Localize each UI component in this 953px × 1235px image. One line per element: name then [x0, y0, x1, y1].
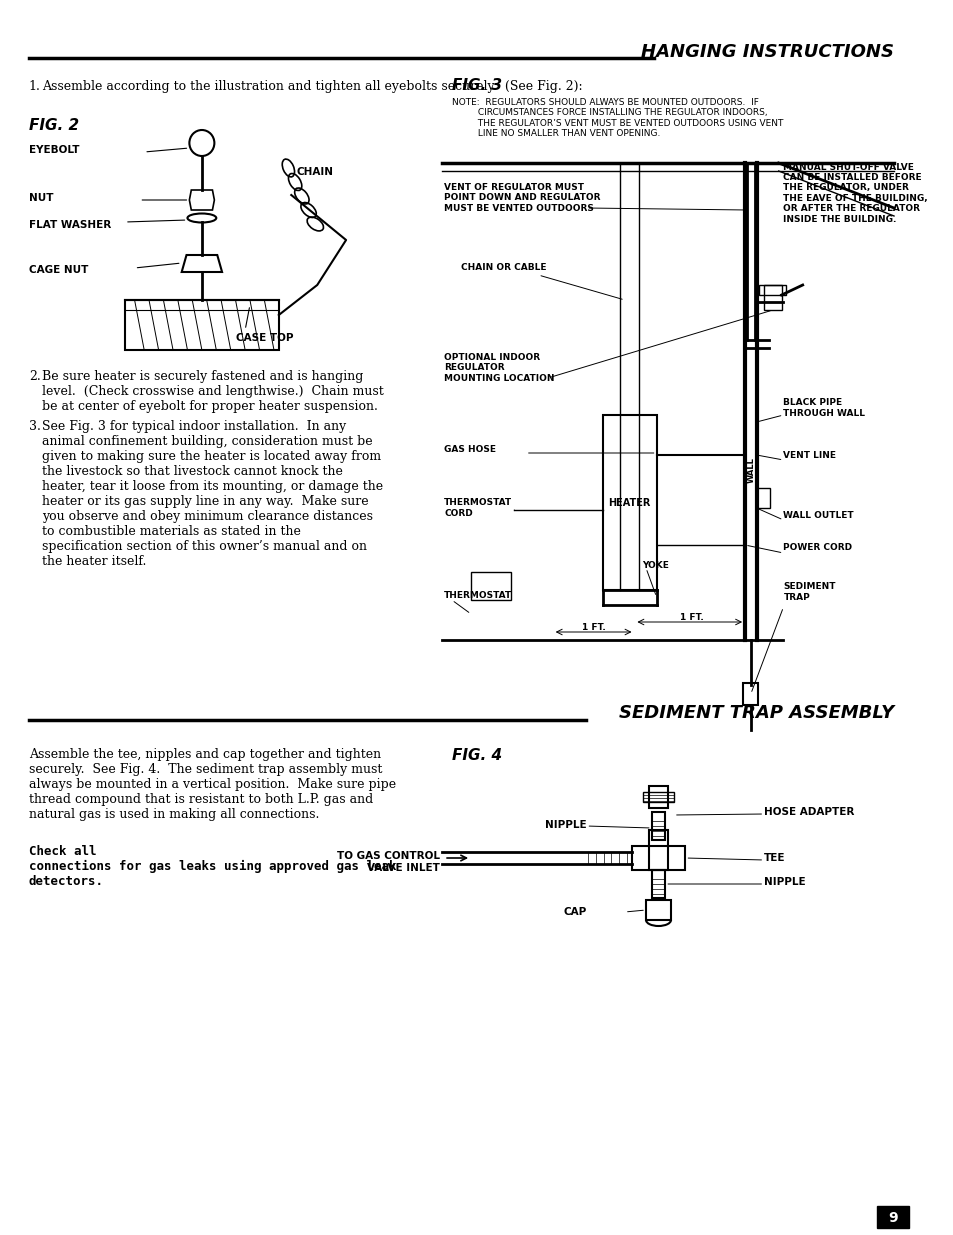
Bar: [756, 488, 769, 508]
Bar: [759, 285, 785, 295]
Text: VENT LINE: VENT LINE: [782, 451, 836, 459]
Text: CAGE NUT: CAGE NUT: [29, 266, 88, 275]
Text: FIG. 4: FIG. 4: [452, 748, 501, 763]
Text: SEDIMENT TRAP ASSEMBLY: SEDIMENT TRAP ASSEMBLY: [618, 704, 893, 722]
Text: HEATER: HEATER: [608, 498, 650, 508]
Text: VENT OF REGULATOR MUST
POINT DOWN AND REGULATOR
MUST BE VENTED OUTDOORS: VENT OF REGULATOR MUST POINT DOWN AND RE…: [444, 183, 600, 212]
Text: 9: 9: [887, 1212, 897, 1225]
Text: Be sure heater is securely fastened and is hanging
level.  (Check crosswise and : Be sure heater is securely fastened and …: [42, 370, 384, 412]
Bar: [651, 869, 664, 898]
Text: CASE TOP: CASE TOP: [235, 333, 293, 343]
Text: BLACK PIPE
THROUGH WALL: BLACK PIPE THROUGH WALL: [782, 399, 864, 417]
Text: TO GAS CONTROL
VALVE INLET: TO GAS CONTROL VALVE INLET: [337, 851, 440, 873]
Text: Assemble according to the illustration and tighten all eyebolts securely.  (See : Assemble according to the illustration a…: [42, 80, 582, 93]
Bar: [471, 572, 511, 600]
Bar: [642, 792, 673, 802]
Text: Check all
connections for gas leaks using approved gas leak
detectors.: Check all connections for gas leaks usin…: [29, 845, 395, 888]
Bar: [763, 285, 781, 310]
Text: 1.: 1.: [29, 80, 41, 93]
Text: 3.: 3.: [29, 420, 41, 433]
Text: TEE: TEE: [763, 853, 785, 863]
Text: HOSE ADAPTER: HOSE ADAPTER: [763, 806, 854, 818]
Text: NIPPLE: NIPPLE: [763, 877, 805, 887]
Text: MANUAL SHUT-OFF VALVE
CAN BE INSTALLED BEFORE
THE REGULATOR, UNDER
THE EAVE OF T: MANUAL SHUT-OFF VALVE CAN BE INSTALLED B…: [782, 163, 927, 224]
Text: GAS HOSE: GAS HOSE: [444, 446, 496, 454]
Text: CHAIN OR CABLE: CHAIN OR CABLE: [461, 263, 546, 273]
Text: Assemble the tee, nipples and cap together and tighten
securely.  See Fig. 4.  T: Assemble the tee, nipples and cap togeth…: [29, 748, 395, 821]
Bar: [631, 846, 684, 869]
Text: FLAT WASHER: FLAT WASHER: [29, 220, 111, 230]
Bar: [602, 415, 656, 590]
Text: FIG. 2: FIG. 2: [29, 119, 79, 133]
Bar: [876, 1207, 908, 1228]
Text: YOKE: YOKE: [641, 561, 668, 569]
Text: See Fig. 3 for typical indoor installation.  In any
animal confinement building,: See Fig. 3 for typical indoor installati…: [42, 420, 383, 568]
Text: SEDIMENT
TRAP: SEDIMENT TRAP: [782, 582, 835, 601]
Bar: [742, 683, 758, 705]
Text: OPTIONAL INDOOR
REGULATOR
MOUNTING LOCATION: OPTIONAL INDOOR REGULATOR MOUNTING LOCAT…: [444, 353, 554, 383]
Bar: [645, 900, 670, 920]
Text: 1 FT.: 1 FT.: [581, 622, 605, 631]
Text: NIPPLE: NIPPLE: [544, 820, 586, 830]
Bar: [125, 300, 278, 350]
Text: THERMOSTAT
CORD: THERMOSTAT CORD: [444, 498, 512, 517]
Text: EYEBOLT: EYEBOLT: [29, 144, 79, 156]
Text: WALL: WALL: [745, 457, 755, 483]
Bar: [648, 785, 667, 808]
Text: NUT: NUT: [29, 193, 53, 203]
Text: CHAIN: CHAIN: [295, 167, 333, 177]
Text: 1 FT.: 1 FT.: [679, 613, 703, 621]
Text: NOTE:  REGULATORS SHOULD ALWAYS BE MOUNTED OUTDOORS.  IF
         CIRCUMSTANCES : NOTE: REGULATORS SHOULD ALWAYS BE MOUNTE…: [452, 98, 782, 138]
Bar: [648, 830, 667, 869]
Text: THERMOSTAT: THERMOSTAT: [444, 590, 512, 599]
Text: 2.: 2.: [29, 370, 41, 383]
Text: CAP: CAP: [562, 906, 586, 918]
Bar: [651, 811, 664, 840]
Text: FIG. 3: FIG. 3: [452, 78, 501, 93]
Text: POWER CORD: POWER CORD: [782, 543, 852, 552]
Text: WALL OUTLET: WALL OUTLET: [782, 510, 853, 520]
Text: HANGING INSTRUCTIONS: HANGING INSTRUCTIONS: [640, 43, 893, 61]
